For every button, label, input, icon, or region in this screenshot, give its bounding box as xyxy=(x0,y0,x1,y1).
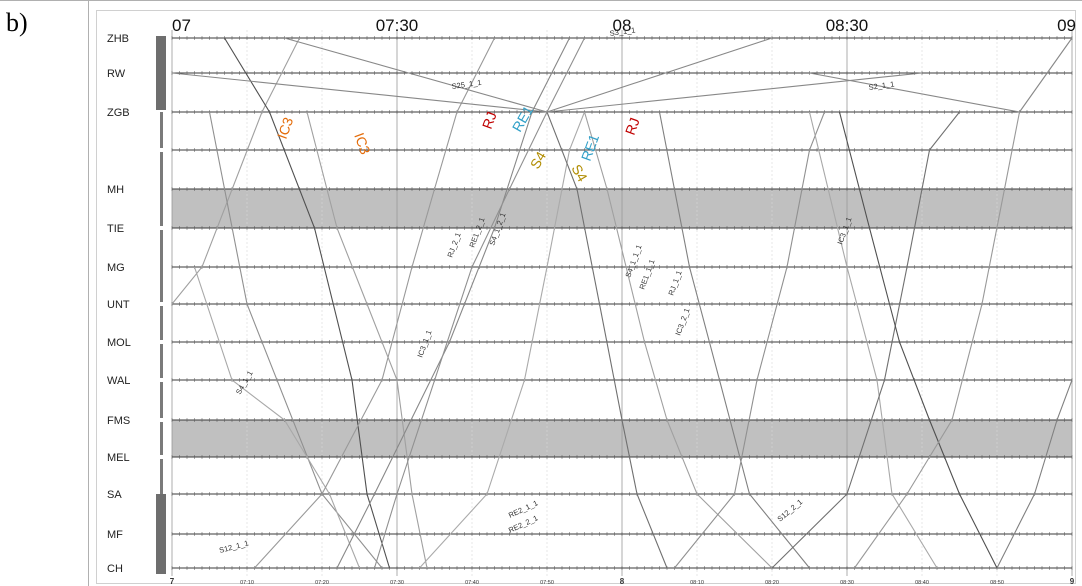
bottom-time-label: 8 xyxy=(620,577,625,586)
rail-gap xyxy=(159,340,164,344)
train-path xyxy=(809,72,1020,113)
train-path xyxy=(854,111,1021,569)
bottom-time-label: 9 xyxy=(1070,577,1075,586)
station-label: MH xyxy=(107,184,124,196)
bottom-time-label: 7 xyxy=(170,577,175,586)
train-label: RJ_2_1 xyxy=(445,231,462,258)
bottom-time-label: 07:30 xyxy=(390,580,404,586)
top-time-label: 09 xyxy=(1057,16,1076,35)
top-time-label: 08:30 xyxy=(826,16,869,35)
train-path xyxy=(1019,37,1073,113)
bottom-time-label: 08:20 xyxy=(765,580,779,586)
station-label: TIE xyxy=(107,223,124,235)
service-label: RJ xyxy=(479,109,500,131)
train-path xyxy=(583,111,773,569)
station-label: MEL xyxy=(107,452,130,464)
train-label: S25_1_1 xyxy=(451,78,482,91)
train-path xyxy=(208,111,383,569)
train-label: S12_1_1 xyxy=(218,538,249,554)
station-rails xyxy=(156,36,166,574)
train-label: S12_2_1 xyxy=(776,497,805,523)
train-path xyxy=(808,111,938,569)
service-label: IC3 xyxy=(274,115,297,141)
track-rail-multi xyxy=(156,494,166,574)
station-label: WAL xyxy=(107,375,130,387)
train-path xyxy=(373,37,585,569)
figure-frame xyxy=(96,10,1076,584)
bottom-time-label: 07:50 xyxy=(540,580,554,586)
train-path xyxy=(224,37,391,569)
rail-gap xyxy=(159,378,164,382)
rail-gap xyxy=(159,302,164,306)
train-path xyxy=(193,266,361,569)
station-label: MF xyxy=(107,529,123,541)
train-path xyxy=(254,37,495,569)
panel-top-rule xyxy=(0,0,1082,1)
rail-gap xyxy=(159,226,164,230)
station-label: MG xyxy=(107,262,125,274)
train-path xyxy=(771,111,960,569)
train-path xyxy=(658,111,810,569)
train-label: S4_1_1 xyxy=(234,369,255,396)
rail-gap xyxy=(159,455,164,459)
top-time-label: 07 xyxy=(172,16,191,35)
train-path xyxy=(838,111,998,569)
bottom-time-label: 08:30 xyxy=(840,580,854,586)
train-label: IC3_1_1 xyxy=(415,329,433,359)
train-path xyxy=(546,111,668,569)
panel-divider xyxy=(88,0,89,586)
bottom-time-label: 07:40 xyxy=(465,580,479,586)
train-path xyxy=(284,37,548,113)
station-label: ZHB xyxy=(107,33,129,45)
train-path xyxy=(546,72,923,113)
train-path xyxy=(336,37,570,569)
bottom-time-label: 08:50 xyxy=(990,580,1004,586)
train-paths xyxy=(171,37,1073,569)
train-path xyxy=(996,379,1073,569)
rail-gap xyxy=(159,418,164,422)
bottom-time-label: 08:40 xyxy=(915,580,929,586)
panel-label: b) xyxy=(6,8,28,37)
train-path xyxy=(171,72,548,113)
top-time-label: 07:30 xyxy=(376,16,419,35)
grid xyxy=(171,30,1073,576)
labels: ZHB RW ZGB MH TIE MG UNT MOL WAL FMS MEL SA MF CH 07 07… xyxy=(107,16,1076,586)
train-label: IC3_2_1 xyxy=(673,307,691,337)
station-label: RW xyxy=(107,68,126,80)
train-path xyxy=(674,111,826,569)
bottom-time-label: 07:10 xyxy=(240,580,254,586)
station-label: CH xyxy=(107,563,123,575)
train-label: RJ_1_1 xyxy=(666,269,683,296)
station-label: MOL xyxy=(107,337,131,349)
top-time-label: 08 xyxy=(613,16,632,35)
track-rail-multi xyxy=(156,36,166,110)
train-path xyxy=(306,111,428,569)
station-label: ZGB xyxy=(107,107,130,119)
train-path xyxy=(171,37,300,305)
bottom-time-label: 08:10 xyxy=(690,580,704,586)
train-label: S2_1_1 xyxy=(868,79,895,92)
train-label: RE1_1_1 xyxy=(637,258,656,290)
service-label: S4 xyxy=(527,148,550,171)
rail-gap xyxy=(159,148,164,152)
service-label: S4 xyxy=(568,162,591,185)
service-label: RJ xyxy=(622,115,643,137)
train-path xyxy=(546,37,773,113)
service-label: IC3 xyxy=(351,131,374,157)
train-label: S3_1_1 xyxy=(609,25,636,38)
train-path xyxy=(419,111,586,569)
station-label: FMS xyxy=(107,415,130,427)
station-label: SA xyxy=(107,489,122,501)
bottom-time-label: 07:20 xyxy=(315,580,329,586)
station-label: UNT xyxy=(107,299,130,311)
train-label: S4_1_1_1 xyxy=(623,243,643,278)
